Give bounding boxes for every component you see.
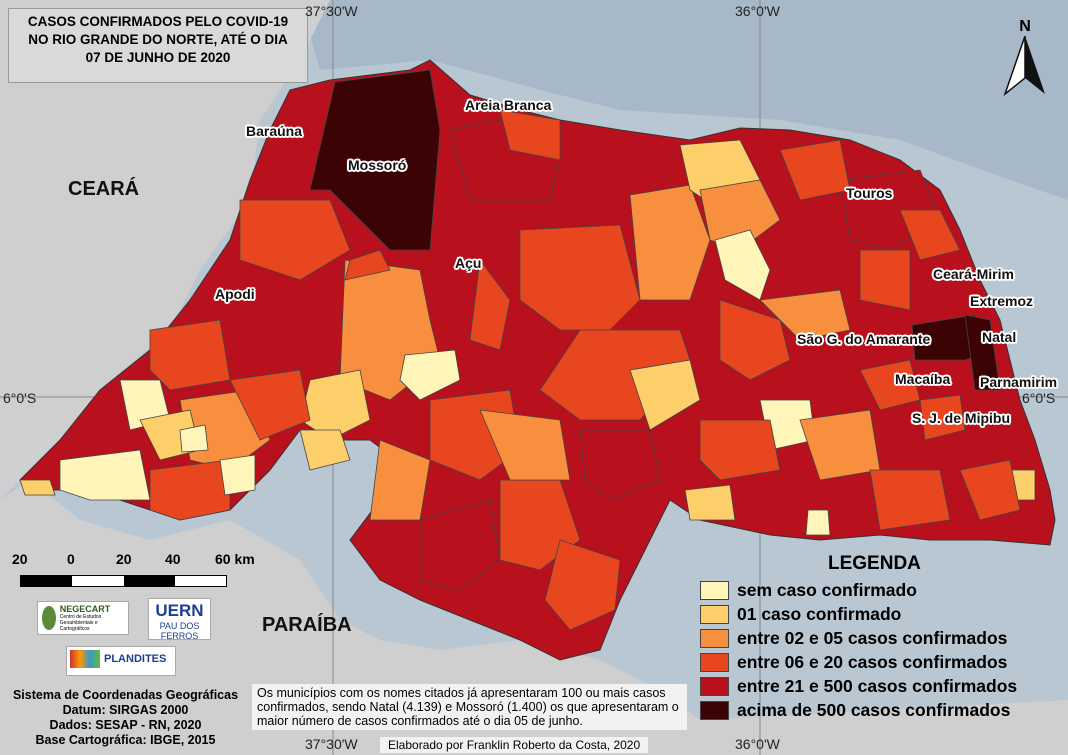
neighbor-land (0, 0, 330, 500)
scale-label: 60 km (215, 551, 255, 567)
muni-label-barauna: Baraúna (246, 123, 303, 139)
muni-label-sao-goncalo: São G. do Amarante (797, 331, 931, 347)
uern-logo: UERN PAU DOS FERROS (148, 598, 211, 641)
legend-swatch (700, 604, 729, 624)
muni-label-parnamirim: Parnamirim (980, 374, 1058, 390)
map-title-line1: CASOS CONFIRMADOS PELO COVID-19 (27, 14, 289, 29)
scale-label: 20 (116, 551, 132, 567)
lat-label-right: 6°0'S (1022, 390, 1056, 406)
map-info: Sistema de Coordenadas Geográficas Datum… (8, 688, 243, 748)
scale-label: 40 (165, 551, 181, 567)
legend-label: entre 06 e 20 casos confirmados (737, 651, 1008, 672)
muni-label-mossoro: Mossoró (348, 157, 407, 173)
state-label-ceara: CEARÁ (68, 178, 140, 200)
legend-swatch (700, 628, 729, 648)
legend-title: LEGENDA (828, 553, 921, 574)
lon-label-top-right: 36°0'W (735, 3, 780, 19)
info-cartographic-base: Base Cartográfica: IBGE, 2015 (35, 733, 216, 747)
north-arrow-icon (1003, 35, 1045, 97)
lon-label-bottom-left: 37°30'W (305, 736, 358, 752)
negecart-logo-subtext: Centro de Estudos Geoambientais e Cartog… (59, 614, 102, 632)
legend-item: entre 06 e 20 casos confirmados (700, 651, 1007, 673)
lat-label-left: 6°0'S (3, 390, 37, 406)
map-title-box: CASOS CONFIRMADOS PELO COVID-19 NO RIO G… (8, 8, 308, 83)
muni-label-apodi: Apodi (215, 286, 255, 302)
legend-item: acima de 500 casos confirmados (700, 699, 1010, 721)
legend-label: entre 02 e 05 casos confirmados (737, 627, 1008, 648)
state-label-paraiba: PARAÍBA (262, 614, 352, 636)
scale-labels: 20 0 20 40 60 km (0, 551, 300, 571)
uern-logo-subtext: PAU DOS FERROS (159, 621, 200, 641)
plandites-logo-text: PLANDITES (104, 653, 167, 665)
legend-item: 01 caso confirmado (700, 603, 901, 625)
muni-label-acu: Açu (455, 255, 482, 271)
ocean-shelf (300, 0, 1068, 200)
negecart-logo-text: NEGECART (59, 604, 111, 614)
muni-label-ceara-mirim: Ceará-Mirim (933, 266, 1014, 282)
legend-item: entre 21 e 500 casos confirmados (700, 675, 1017, 697)
map-title-line2: NO RIO GRANDE DO NORTE, ATÉ O DIA (28, 32, 288, 47)
tree-icon (42, 606, 56, 630)
legend-swatch (700, 580, 729, 600)
map-credit: Elaborado por Franklin Roberto da Costa,… (380, 737, 649, 753)
legend-swatch (700, 676, 729, 696)
lon-label-top-left: 37°30'W (305, 3, 358, 19)
legend-label: sem caso confirmado (737, 579, 917, 600)
negecart-logo: NEGECART Centro de Estudos Geoambientais… (37, 601, 129, 635)
legend-label: entre 21 e 500 casos confirmados (737, 675, 1018, 696)
info-data-source: Dados: SESAP - RN, 2020 (49, 718, 202, 732)
muni-label-touros: Touros (846, 185, 893, 201)
legend-swatch (700, 700, 729, 720)
muni-label-natal: Natal (982, 329, 1017, 345)
info-datum: Datum: SIRGAS 2000 (62, 703, 189, 717)
legend-swatch (700, 652, 729, 672)
lon-label-bottom-right: 36°0'W (735, 736, 780, 752)
scale-label: 20 (12, 551, 28, 567)
muni-label-macaiba: Macaíba (895, 371, 951, 387)
muni-label-sj-mipibu: S. J. de Mipibu (912, 410, 1011, 426)
map-title-line3: 07 DE JUNHO DE 2020 (85, 50, 231, 65)
legend-label: 01 caso confirmado (737, 603, 902, 624)
info-coordinate-system: Sistema de Coordenadas Geográficas (12, 688, 239, 702)
north-arrow: N (1000, 18, 1050, 98)
scale-bar (20, 575, 227, 587)
north-arrow-label: N (1019, 18, 1031, 35)
uern-logo-text: UERN (155, 601, 204, 620)
muni-label-areia-branca: Areia Branca (465, 97, 552, 113)
scale-label: 0 (67, 551, 75, 567)
muni-label-extremoz: Extremoz (970, 293, 1034, 309)
legend-item: sem caso confirmado (700, 579, 917, 601)
map-note: Os municípios com os nomes citados já ap… (252, 684, 687, 730)
legend-item: entre 02 e 05 casos confirmados (700, 627, 1007, 649)
legend-label: acima de 500 casos confirmados (737, 699, 1011, 720)
plandites-logo: PLANDITES (66, 646, 176, 676)
municipality-regions (19, 69, 1036, 631)
people-icon (70, 650, 100, 668)
